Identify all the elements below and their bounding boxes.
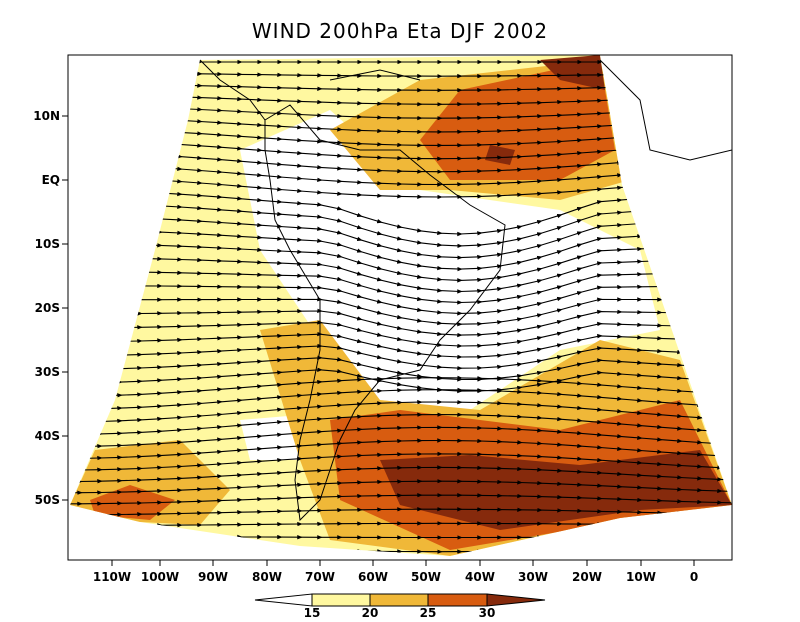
colorbar-high [486,593,546,607]
colorbar-box [311,593,371,607]
colorbar-label: 25 [420,606,437,618]
lat-label: 40S [35,429,60,443]
streamline [70,492,732,507]
lon-label: 30W [518,570,548,584]
lat-label: 20S [35,301,60,315]
lon-label: 10W [626,570,656,584]
lat-label: EQ [42,173,60,187]
lat-label: 10N [33,109,60,123]
lon-label: 60W [358,570,388,584]
streamline [70,479,732,495]
map-title: WIND 200hPa Eta DJF 2002 [252,19,548,43]
streamline [70,506,732,518]
colorbar-label: 30 [479,606,496,618]
lon-label: 0 [690,570,698,584]
lon-label: 20W [572,570,602,584]
streamline [70,465,732,484]
lat-label: 30S [35,365,60,379]
lat-label: 50S [35,493,60,507]
lon-label: 110W [93,570,131,584]
lon-label: 40W [465,570,495,584]
colorbar-box [427,593,488,607]
wind-shading [70,55,732,556]
colorbar-box [369,593,429,607]
lat-label: 10S [35,237,60,251]
lon-label: 100W [141,570,179,584]
lon-label: 80W [252,570,282,584]
lon-label: 70W [305,570,335,584]
colorbar-label: 20 [362,606,379,618]
lon-label: 90W [198,570,228,584]
lon-label: 50W [411,570,441,584]
colorbar-label: 15 [304,606,321,618]
colorbar-low [254,593,313,607]
